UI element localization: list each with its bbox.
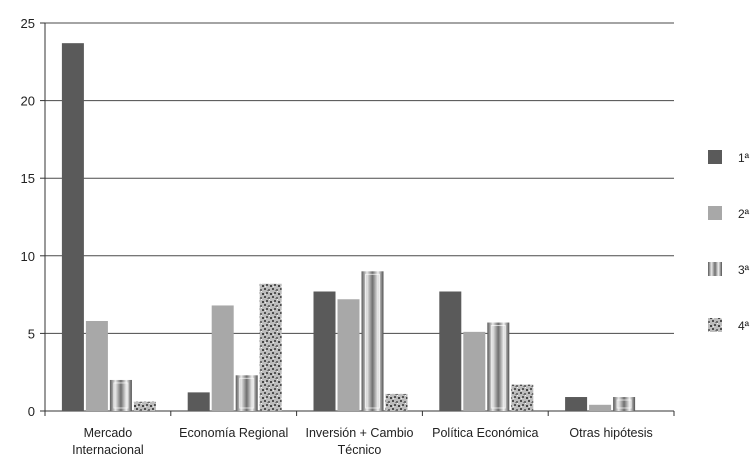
x-axis-category-labels: Mercado Internacional Economía Regional Inv…: [72, 426, 653, 457]
bar-series-1: [565, 397, 588, 411]
x-category-label: Economía Regional: [179, 426, 288, 440]
bar-series-3: [235, 375, 258, 411]
legend-label: 2ª: [738, 207, 750, 221]
gridlines: [45, 22, 674, 334]
bar-series-2: [85, 320, 108, 411]
bar-series-3-accent: [616, 399, 632, 409]
bar-series-4: [385, 393, 408, 411]
y-axis-ticks: 0 5 10 15 20 25: [21, 16, 45, 419]
y-tick-label: 15: [21, 171, 35, 186]
bar-series-1: [187, 392, 210, 411]
bars: [61, 43, 636, 412]
x-category-label: Técnico: [338, 443, 382, 457]
bar-series-2: [337, 299, 360, 411]
legend-label: 4ª: [738, 319, 750, 333]
y-tick-label: 10: [21, 249, 35, 264]
x-category-label: Otras hipótesis: [569, 426, 652, 440]
legend: 1ª 2ª 3ª 4ª: [708, 150, 750, 333]
bar-series-2: [589, 404, 612, 411]
legend-swatch-3: [708, 262, 722, 276]
legend-swatch-2: [708, 206, 722, 220]
y-tick-label: 25: [21, 16, 35, 31]
legend-swatch-1: [708, 150, 722, 164]
bar-series-3: [109, 379, 132, 411]
bar-series-3: [361, 271, 384, 411]
x-category-label: Mercado: [84, 426, 133, 440]
y-tick-label: 0: [28, 404, 35, 419]
bar-series-3-accent: [365, 273, 380, 409]
bar-series-2: [463, 331, 486, 411]
bar-series-2: [211, 305, 234, 411]
bar-series-1: [313, 291, 336, 411]
bar-series-3: [613, 397, 636, 411]
legend-label: 3ª: [738, 263, 750, 277]
bar-series-4: [259, 283, 282, 411]
bar-series-3: [487, 322, 510, 411]
bar-series-3-accent: [113, 382, 129, 409]
x-category-label: Inversión + Cambio: [305, 426, 413, 440]
bar-series-4: [511, 384, 534, 411]
bar-series-1: [439, 291, 462, 411]
bar-series-3-accent: [490, 325, 506, 409]
x-category-label: Internacional: [72, 443, 144, 457]
bar-series-4: [133, 401, 156, 411]
x-category-label: Política Económica: [432, 426, 538, 440]
legend-label: 1ª: [738, 151, 750, 165]
bar-series-1: [61, 43, 84, 412]
y-tick-label: 5: [28, 326, 35, 341]
y-tick-label: 20: [21, 94, 35, 109]
legend-swatch-4: [708, 318, 722, 332]
bar-series-3-accent: [239, 377, 255, 409]
